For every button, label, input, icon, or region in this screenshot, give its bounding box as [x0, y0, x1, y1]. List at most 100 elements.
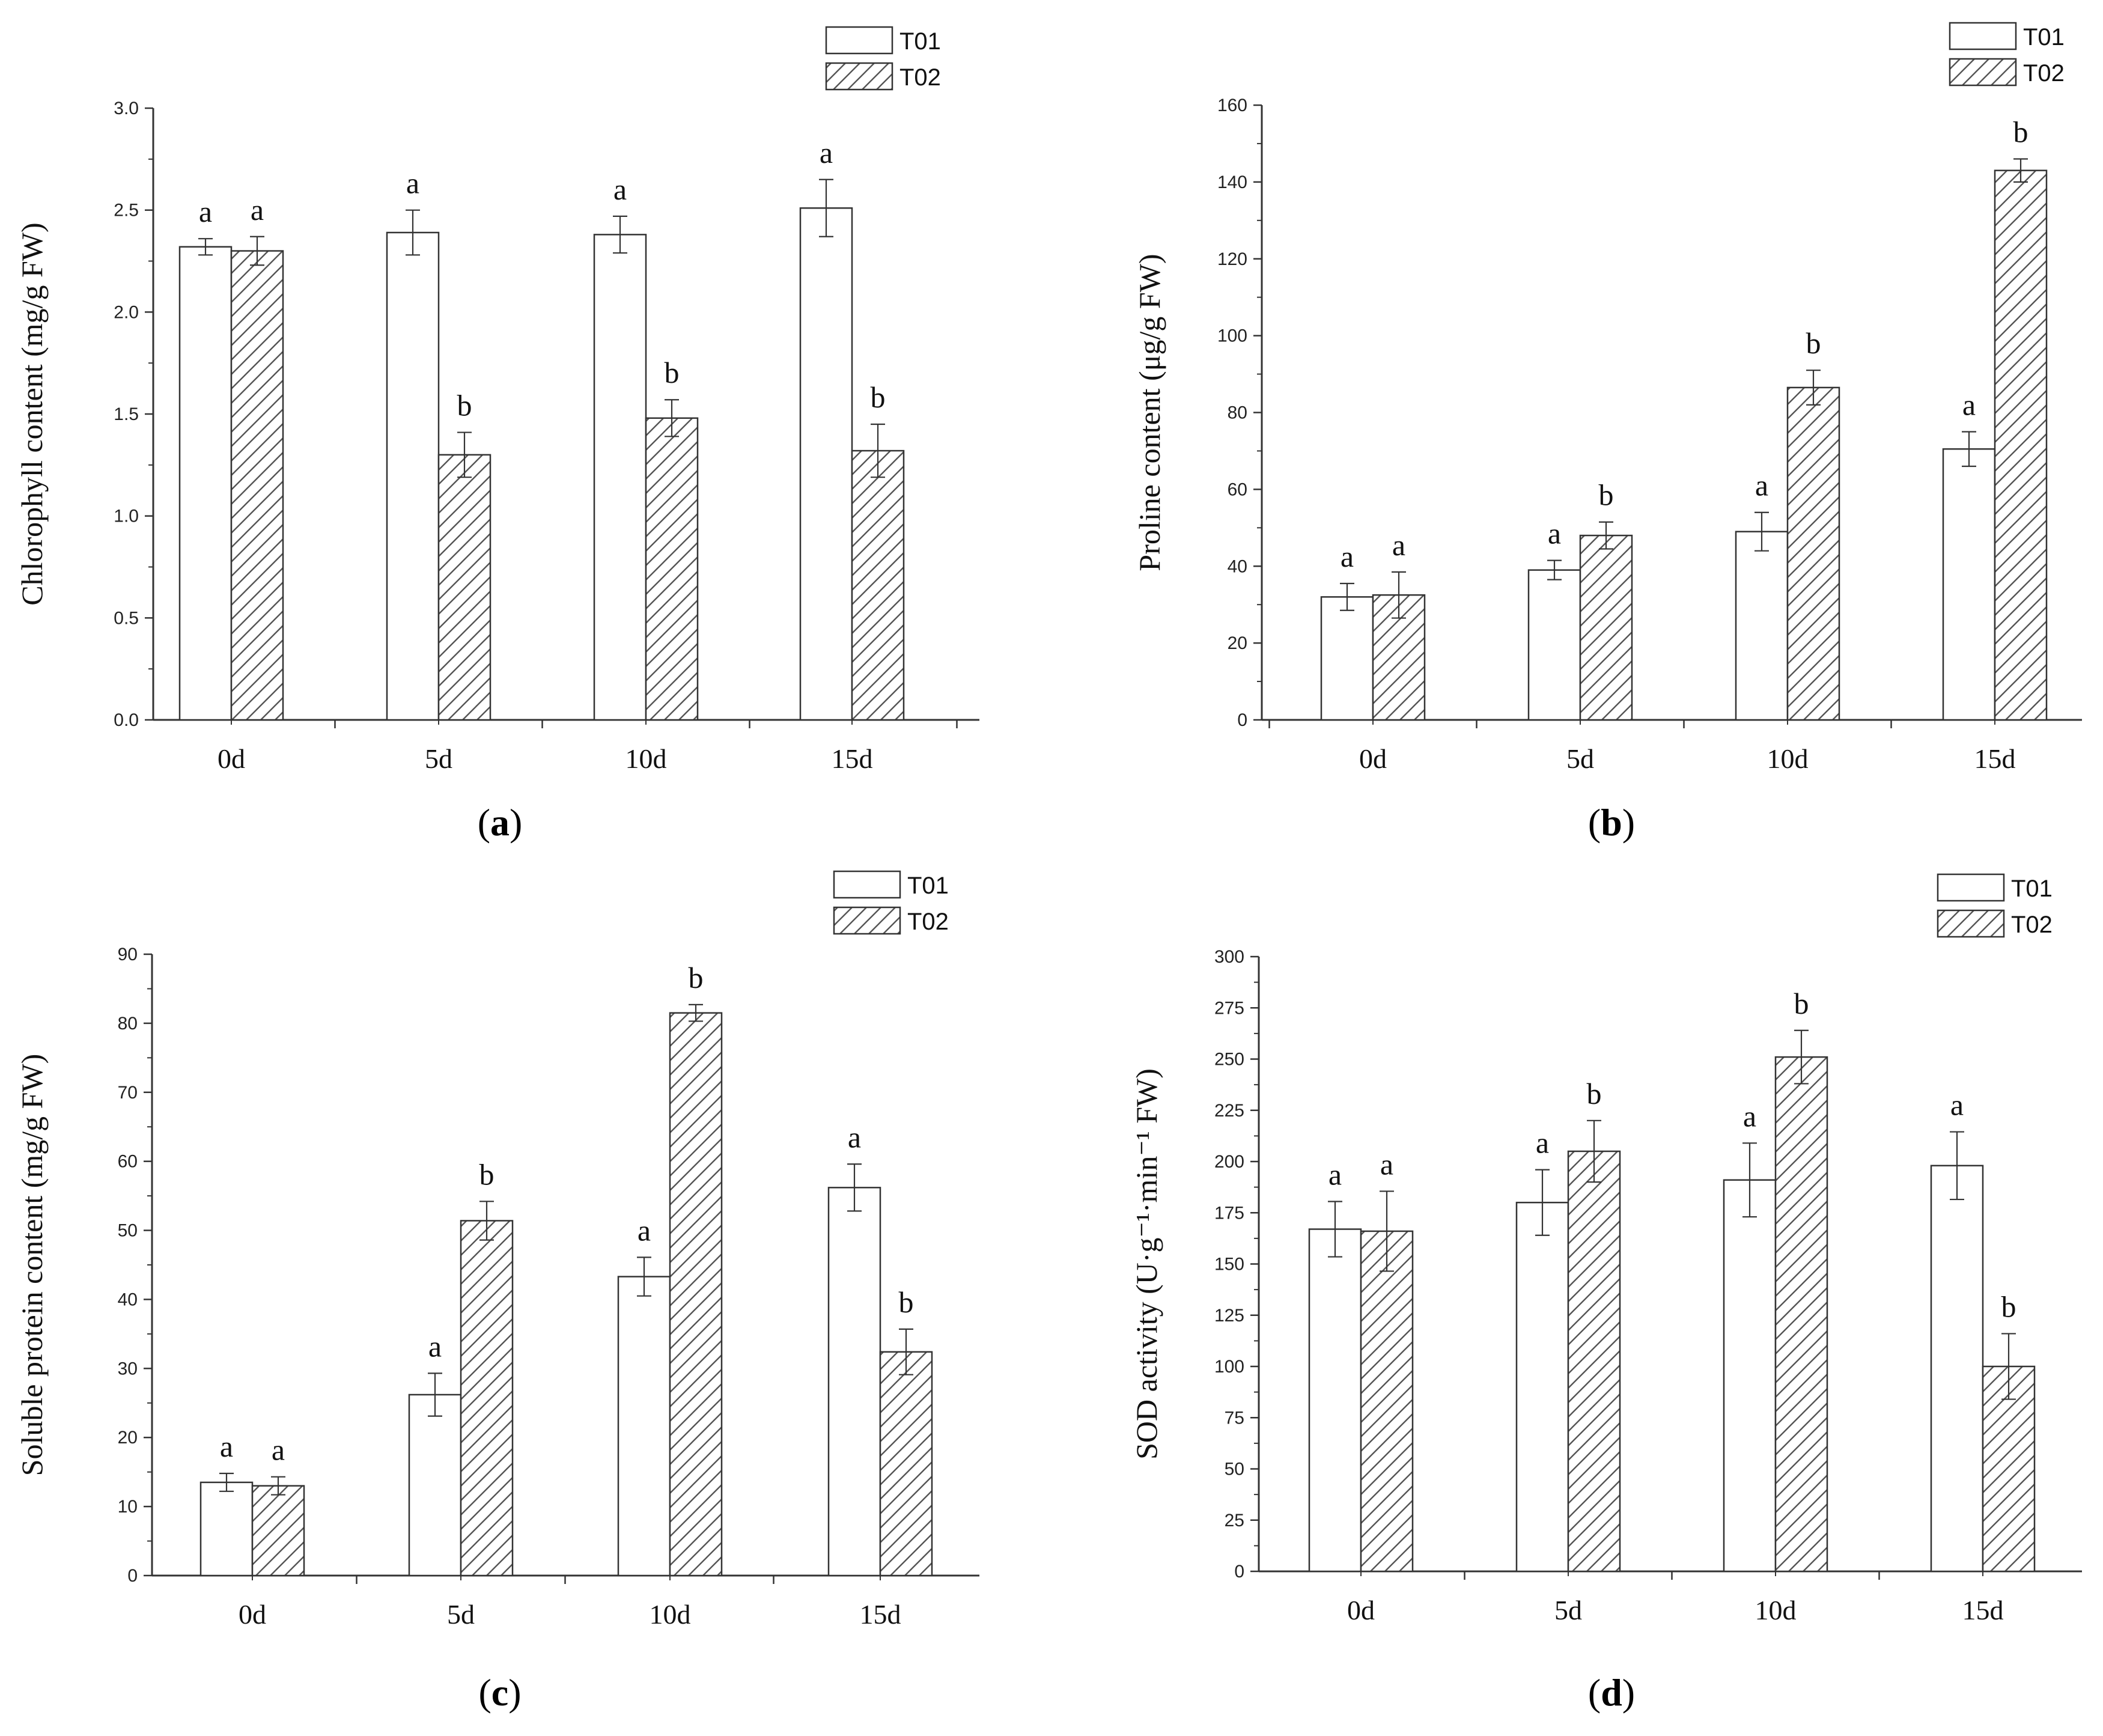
x-category-label: 5d	[425, 743, 452, 774]
significance-letter: a	[820, 136, 833, 169]
y-tick-label: 50	[118, 1221, 138, 1241]
legend-label-T02: T02	[2023, 60, 2065, 87]
bar-T02-5d	[1579, 534, 1633, 721]
bar-T01-5d	[1515, 1201, 1569, 1573]
panel-label-c: (c)	[478, 1671, 521, 1714]
bar-T02-10d	[645, 417, 699, 721]
significance-letter: a	[848, 1120, 861, 1154]
legend-label-T02: T02	[899, 64, 941, 91]
y-tick-label: 0	[1237, 710, 1247, 730]
y-tick-label: 40	[118, 1290, 138, 1309]
x-category-label: 5d	[447, 1599, 475, 1630]
y-tick-label: 20	[118, 1428, 138, 1448]
y-tick-label: 300	[1214, 947, 1244, 967]
chart-panel-c: 0 10 20 30 40 50 60 70 80 90 0d 5d 10d 15d a a a a a b b b Sol…	[15, 870, 979, 1630]
y-tick-label: 0	[1234, 1562, 1244, 1582]
significance-letter: b	[1806, 326, 1821, 360]
y-axis-title: SOD activity (U·g⁻¹·min⁻¹ FW)	[1130, 1068, 1163, 1460]
bar-T02-15d	[851, 449, 905, 721]
y-tick-label: 80	[118, 1014, 138, 1034]
significance-letter: b	[2001, 1290, 2016, 1323]
bar-T02-10d	[1774, 1056, 1828, 1573]
significance-letter: a	[1380, 1147, 1393, 1181]
y-tick-label: 3.0	[114, 99, 139, 118]
y-tick-label: 75	[1225, 1408, 1244, 1428]
bar-T01-5d	[1527, 569, 1581, 721]
y-tick-label: 20	[1228, 633, 1247, 653]
bar-T01-10d	[1723, 1179, 1777, 1573]
significance-letter: a	[199, 195, 212, 228]
significance-letter: a	[428, 1329, 442, 1363]
legend-label-T01: T01	[2023, 24, 2065, 50]
y-axis-title: Chlorophyll content (mg/g FW)	[15, 222, 49, 605]
legend-swatch-T02	[1949, 58, 2017, 87]
significance-letter: a	[1341, 540, 1354, 573]
y-tick-label: 40	[1228, 556, 1247, 576]
significance-letter: a	[406, 166, 419, 200]
panel-label-a: (a)	[478, 801, 523, 844]
legend-label-T02: T02	[907, 909, 949, 935]
significance-letter: b	[2013, 115, 2028, 149]
y-tick-label: 1.0	[114, 507, 139, 526]
legend-swatch-T02	[1937, 909, 2005, 938]
significance-letter: b	[1794, 987, 1809, 1020]
significance-letter: a	[251, 193, 264, 227]
chart-panel-a: 0.0 0.5 1.0 1.5 2.0 2.5 3.0 0d 5d 10d 15d a a a a a b b b C…	[15, 26, 979, 774]
bar-T02-0d	[251, 1485, 305, 1577]
legend-swatch-T01	[1949, 22, 2017, 50]
significance-letter: a	[220, 1430, 233, 1463]
significance-letter: a	[1962, 388, 1976, 421]
y-tick-label: 10	[118, 1497, 138, 1517]
y-axis-title: Soluble protein content (mg/g FW)	[15, 1054, 49, 1476]
bar-T01-15d	[799, 207, 853, 721]
significance-letter: b	[689, 961, 704, 994]
y-tick-label: 175	[1214, 1203, 1244, 1223]
bar-T01-10d	[617, 1276, 671, 1577]
bar-T01-15d	[1930, 1165, 1984, 1573]
y-tick-label: 120	[1217, 249, 1247, 269]
x-category-label: 0d	[1359, 743, 1387, 774]
legend-label-T01: T01	[899, 28, 941, 55]
legend-swatch-T01	[833, 870, 901, 899]
y-tick-label: 225	[1214, 1101, 1244, 1121]
y-tick-label: 1.5	[114, 404, 139, 424]
significance-letter: b	[665, 356, 680, 389]
legend-swatch-T02	[825, 62, 893, 91]
y-tick-label: 30	[118, 1359, 138, 1378]
significance-letter: a	[1328, 1157, 1342, 1191]
x-category-label: 0d	[1347, 1595, 1375, 1625]
bar-T02-15d	[1994, 169, 2048, 721]
y-tick-label: 90	[118, 945, 138, 964]
y-tick-label: 150	[1214, 1255, 1244, 1275]
significance-letter: a	[1548, 517, 1561, 550]
panel-label-d: (d)	[1588, 1671, 1635, 1714]
bar-T01-15d	[827, 1187, 881, 1577]
bar-T02-5d	[437, 454, 492, 721]
y-tick-label: 25	[1225, 1511, 1244, 1530]
x-category-label: 0d	[239, 1599, 266, 1630]
bar-T02-5d	[460, 1220, 514, 1577]
bar-T02-15d	[879, 1351, 933, 1577]
bar-T01-5d	[408, 1393, 462, 1577]
bar-T02-0d	[1360, 1230, 1414, 1573]
x-category-label: 10d	[1767, 743, 1809, 774]
significance-letter: a	[1536, 1126, 1549, 1160]
y-tick-label: 0	[127, 1566, 138, 1586]
bar-T01-5d	[386, 231, 440, 721]
y-tick-label: 0.0	[114, 710, 139, 730]
legend-swatch-T01	[1937, 873, 2005, 902]
y-tick-label: 2.5	[114, 201, 139, 221]
legend-swatch-T01	[825, 26, 893, 55]
y-tick-label: 50	[1225, 1460, 1244, 1479]
legend-label-T02: T02	[2011, 912, 2053, 938]
x-category-label: 10d	[650, 1599, 691, 1630]
y-tick-label: 160	[1217, 96, 1247, 115]
bar-T01-0d	[199, 1481, 254, 1577]
bar-T02-10d	[1786, 386, 1840, 721]
y-tick-label: 100	[1217, 326, 1247, 346]
x-category-label: 15d	[1962, 1595, 2004, 1625]
x-category-label: 10d	[625, 743, 667, 774]
